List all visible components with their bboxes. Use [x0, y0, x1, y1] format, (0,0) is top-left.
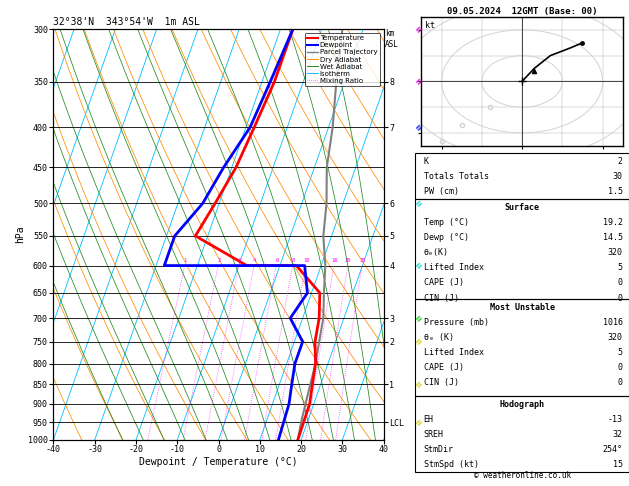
Text: ≡: ≡ — [414, 122, 425, 133]
Text: © weatheronline.co.uk: © weatheronline.co.uk — [474, 471, 571, 480]
Text: 3: 3 — [238, 258, 241, 263]
Y-axis label: hPa: hPa — [15, 226, 25, 243]
Text: 19.2: 19.2 — [603, 218, 623, 227]
Text: ≡: ≡ — [414, 198, 425, 209]
Text: 32: 32 — [613, 430, 623, 439]
Text: 20: 20 — [345, 258, 352, 263]
X-axis label: Dewpoint / Temperature (°C): Dewpoint / Temperature (°C) — [139, 457, 298, 467]
Text: 0: 0 — [618, 363, 623, 372]
Text: Most Unstable: Most Unstable — [489, 303, 555, 312]
Text: CIN (J): CIN (J) — [424, 378, 459, 387]
Text: EH: EH — [424, 415, 433, 424]
Text: Lifted Index: Lifted Index — [424, 263, 484, 273]
Text: θₑ(K): θₑ(K) — [424, 248, 448, 258]
Bar — [415, 396, 629, 472]
Text: Hodograph: Hodograph — [499, 400, 545, 409]
Text: 32°38'N  343°54'W  1m ASL: 32°38'N 343°54'W 1m ASL — [53, 17, 201, 27]
Text: ≡: ≡ — [414, 417, 425, 428]
Text: 320: 320 — [608, 333, 623, 342]
Text: ≡: ≡ — [414, 336, 425, 347]
Text: Surface: Surface — [504, 203, 540, 212]
Text: Temp (°C): Temp (°C) — [424, 218, 469, 227]
Text: 16: 16 — [331, 258, 338, 263]
Text: 320: 320 — [608, 248, 623, 258]
Text: 8: 8 — [291, 258, 295, 263]
Text: SREH: SREH — [424, 430, 443, 439]
Text: 2: 2 — [217, 258, 220, 263]
Bar — [415, 199, 629, 299]
Text: θₑ (K): θₑ (K) — [424, 333, 454, 342]
Text: 1.5: 1.5 — [608, 187, 623, 196]
Text: ≡: ≡ — [414, 379, 425, 390]
Bar — [415, 153, 629, 199]
Text: 2: 2 — [618, 157, 623, 166]
Text: PW (cm): PW (cm) — [424, 187, 459, 196]
Text: Totals Totals: Totals Totals — [424, 172, 489, 181]
Text: kt: kt — [425, 21, 435, 30]
Text: 30: 30 — [613, 172, 623, 181]
Text: Lifted Index: Lifted Index — [424, 348, 484, 357]
Text: 1016: 1016 — [603, 318, 623, 327]
Text: 14.5: 14.5 — [603, 233, 623, 243]
Text: 4: 4 — [253, 258, 256, 263]
Text: 6: 6 — [275, 258, 279, 263]
Text: 15: 15 — [613, 460, 623, 469]
Text: 0: 0 — [618, 378, 623, 387]
Text: CAPE (J): CAPE (J) — [424, 278, 464, 288]
Text: ≡: ≡ — [414, 76, 425, 87]
Text: 09.05.2024  12GMT (Base: 00): 09.05.2024 12GMT (Base: 00) — [447, 7, 598, 17]
Text: K: K — [424, 157, 429, 166]
Text: 254°: 254° — [603, 445, 623, 454]
Text: 0: 0 — [618, 294, 623, 303]
Text: Dewp (°C): Dewp (°C) — [424, 233, 469, 243]
Text: StmSpd (kt): StmSpd (kt) — [424, 460, 479, 469]
Text: -13: -13 — [608, 415, 623, 424]
Text: ≡: ≡ — [414, 312, 425, 324]
Text: ≡: ≡ — [414, 260, 425, 271]
Text: 0: 0 — [618, 278, 623, 288]
Text: km
ASL: km ASL — [385, 29, 399, 49]
Bar — [415, 299, 629, 396]
Text: 5: 5 — [618, 348, 623, 357]
Text: StmDir: StmDir — [424, 445, 454, 454]
Text: 5: 5 — [618, 263, 623, 273]
Text: 10: 10 — [303, 258, 309, 263]
Text: ≡: ≡ — [414, 23, 425, 35]
Text: CAPE (J): CAPE (J) — [424, 363, 464, 372]
Legend: Temperature, Dewpoint, Parcel Trajectory, Dry Adiabat, Wet Adiabat, Isotherm, Mi: Temperature, Dewpoint, Parcel Trajectory… — [304, 33, 380, 87]
Text: 25: 25 — [359, 258, 365, 263]
Text: CIN (J): CIN (J) — [424, 294, 459, 303]
Text: 1: 1 — [184, 258, 187, 263]
Text: Pressure (mb): Pressure (mb) — [424, 318, 489, 327]
